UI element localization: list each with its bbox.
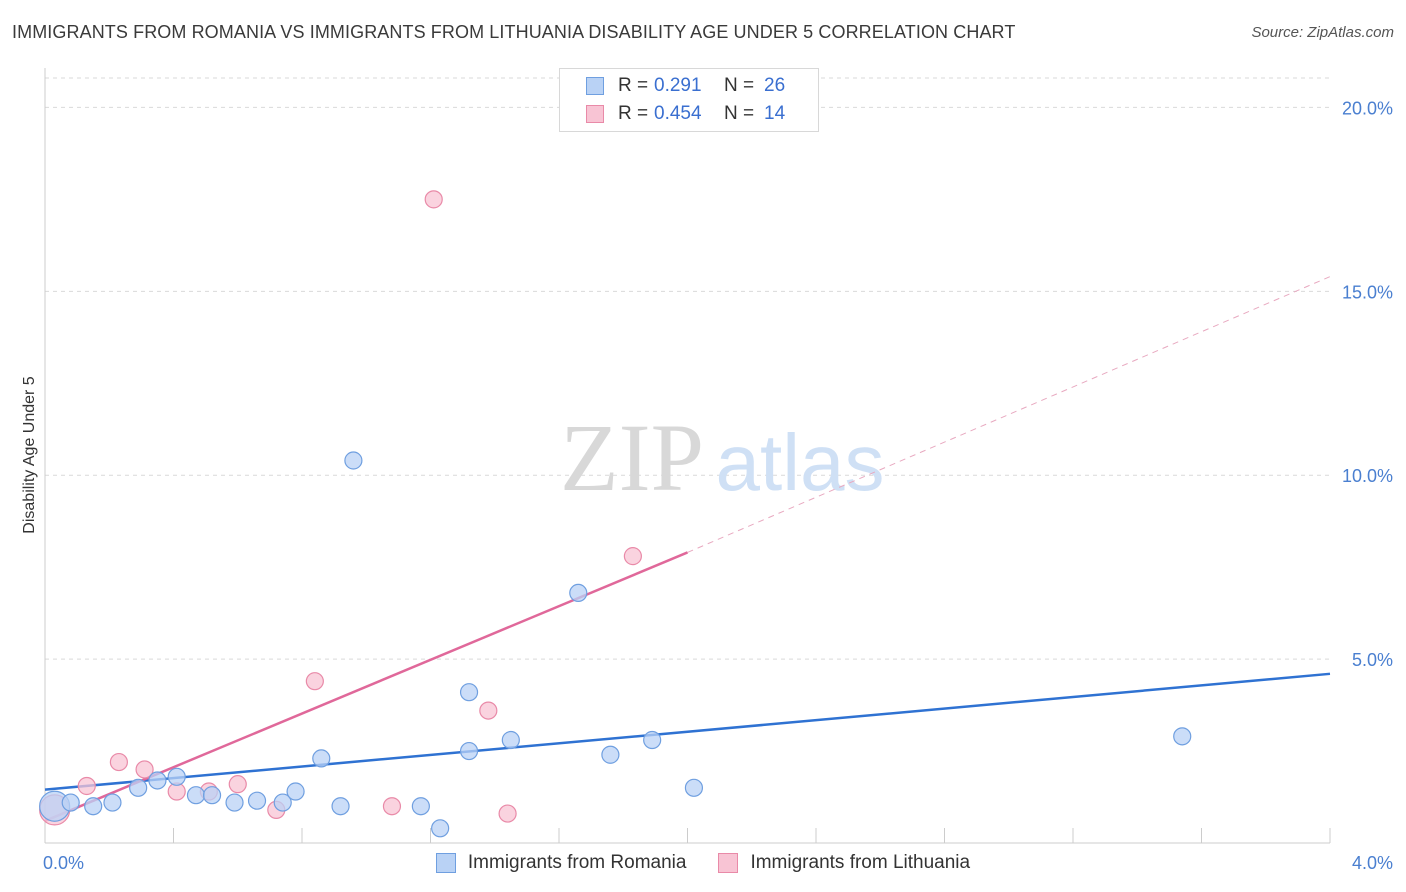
romania-point [411, 797, 430, 816]
n-label: N = [724, 75, 755, 96]
legend-item-romania: Immigrants from Romania [435, 852, 687, 874]
romania-point [1173, 727, 1192, 746]
romania-legend-swatch [435, 853, 456, 873]
legend-row-lithuania: R = 0.454 N = 14 [586, 101, 785, 127]
lithuania-point [424, 190, 443, 209]
x-tick-label: 0.0% [43, 853, 84, 873]
lithuania-trend-extension [687, 276, 1331, 553]
romania-point [167, 767, 186, 786]
romania-point [103, 793, 122, 812]
romania-point [501, 730, 520, 750]
lithuania-point [498, 804, 517, 823]
chart-title: IMMIGRANTS FROM ROMANIA VS IMMIGRANTS FR… [12, 22, 1016, 42]
romania-point [684, 778, 704, 797]
romania-point [273, 793, 292, 812]
romania-point [643, 730, 662, 750]
r-label: R = [618, 75, 649, 96]
y-tick-label: 10.0% [1342, 466, 1393, 486]
lithuania-legend-swatch [718, 853, 739, 873]
romania-point [202, 786, 222, 805]
watermark: ZIP atlas [560, 404, 884, 511]
y-tick-label: 5.0% [1352, 650, 1393, 670]
romania-point [247, 791, 267, 810]
lithuania-point [623, 547, 642, 566]
y-tick-label: 15.0% [1342, 282, 1393, 302]
n-value: 26 [764, 75, 786, 96]
romania-point [148, 771, 167, 790]
y-axis-label: Disability Age Under 5 [21, 376, 38, 534]
watermark-atlas: atlas [716, 418, 885, 507]
correlation-legend: R = 0.291 N = 26 R = 0.454 N = 14 [559, 68, 819, 132]
lithuania-swatch [586, 105, 604, 123]
r-value: 0.454 [654, 103, 702, 124]
lithuania-point [109, 752, 128, 772]
romania-point [459, 741, 479, 761]
romania-point [344, 451, 363, 470]
romania-point [286, 782, 305, 801]
lithuania-point [479, 701, 498, 720]
romania-point [431, 819, 450, 838]
data-points [39, 190, 1192, 838]
r-value: 0.291 [654, 75, 702, 96]
romania-point [601, 745, 620, 764]
series-legend: Immigrants from Romania Immigrants from … [0, 852, 1406, 874]
lithuania-point [228, 775, 247, 794]
lithuania-point [77, 776, 96, 796]
romania-point [225, 793, 244, 812]
legend-row-romania: R = 0.291 N = 26 [586, 73, 785, 99]
y-tick-label: 20.0% [1342, 98, 1393, 118]
romania-point [459, 683, 479, 702]
source-label: Source: ZipAtlas.com [1251, 24, 1394, 41]
romania-point [186, 786, 206, 805]
axes [44, 68, 1331, 844]
trend-lines [44, 276, 1331, 823]
romania-trend-line [44, 672, 1331, 791]
lithuania-point [305, 672, 324, 691]
x-tick-label: 4.0% [1352, 853, 1393, 873]
watermark-zip: ZIP [560, 404, 704, 511]
romania-point [84, 797, 103, 816]
r-label: R = [618, 103, 649, 124]
tick-labels: 5.0% 10.0% 15.0% 20.0% 0.0% 4.0% [43, 98, 1393, 873]
romania-point [129, 778, 148, 797]
romania-point [312, 749, 331, 768]
romania-point [569, 583, 588, 603]
gridlines [45, 77, 1330, 660]
lithuania-point [382, 797, 402, 816]
romania-swatch [586, 77, 604, 95]
n-label: N = [724, 103, 755, 124]
legend-label-romania: Immigrants from Romania [467, 852, 687, 873]
legend-item-lithuania: Immigrants from Lithuania [718, 852, 970, 874]
romania-point [331, 797, 350, 816]
legend-label-lithuania: Immigrants from Lithuania [750, 852, 971, 873]
n-value: 14 [764, 103, 786, 124]
romania-point [61, 793, 80, 812]
lithuania-point [135, 760, 154, 779]
